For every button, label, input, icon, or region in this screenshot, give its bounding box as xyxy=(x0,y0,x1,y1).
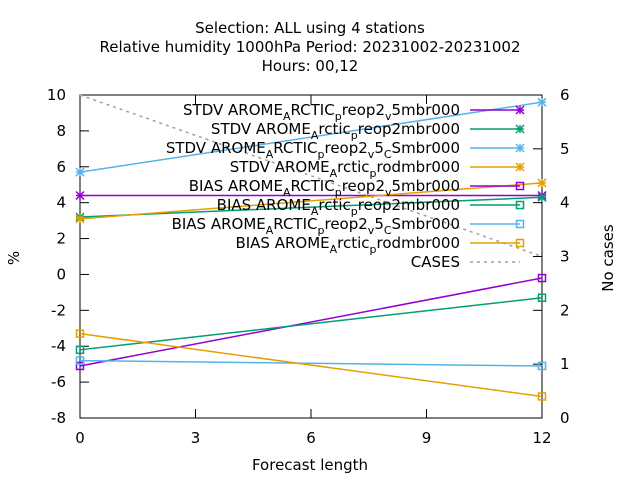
y-tick-label: -8 xyxy=(51,409,66,427)
y-tick-label: -2 xyxy=(51,301,66,319)
legend-marker xyxy=(515,219,525,229)
x-tick-label: 9 xyxy=(422,429,432,447)
legend-label: BIAS AROMEArcticprodmbr000 xyxy=(235,234,460,256)
y-axis-label: % xyxy=(5,251,23,265)
legend-label: STDV AROMEARCTICpreop2v5CSmbr000 xyxy=(166,139,460,161)
y2-tick-label: 3 xyxy=(560,248,570,266)
series-cases xyxy=(79,94,543,258)
legend-label: BIAS AROMEARCTICpreop2v5mbr000 xyxy=(189,177,460,199)
series-bias-arome-arctic-preop2-v5mbr000 xyxy=(75,273,547,371)
data-point xyxy=(537,392,547,401)
data-point xyxy=(537,273,547,283)
y-tick-label: 4 xyxy=(56,194,66,212)
legend-label: STDV AROMEARCTICpreop2v5mbr000 xyxy=(183,101,460,123)
series-stdv-arome-arctic-preop2-v5-csmbr000 xyxy=(75,97,547,177)
series-stdv-arome-arctic-prodmbr000 xyxy=(75,178,547,224)
x-tick-label: 3 xyxy=(191,429,201,447)
y-tick-label: 8 xyxy=(56,122,66,140)
x-tick-label: 6 xyxy=(306,429,316,447)
series-line xyxy=(79,94,543,258)
x-tick-label: 12 xyxy=(532,429,551,447)
data-point xyxy=(537,361,547,371)
legend-label: STDV AROMEArcticpreop2mbr000 xyxy=(211,120,460,142)
y-tick-label: 2 xyxy=(56,230,66,248)
series-stdv-arome-arctic-preop2-v5mbr000 xyxy=(75,190,547,201)
y-tick-label: 0 xyxy=(56,265,66,283)
x-tick-label: 0 xyxy=(75,429,85,447)
data-point xyxy=(75,356,85,365)
legend-marker xyxy=(515,181,525,191)
series-line xyxy=(79,297,543,351)
series-bias-arome-arctic-preop2-v5-csmbr000 xyxy=(75,356,547,371)
y2-tick-label: 5 xyxy=(560,140,570,158)
y-tick-label: 6 xyxy=(56,158,66,176)
series-line xyxy=(79,277,543,367)
series-line xyxy=(79,196,543,218)
data-point xyxy=(537,293,547,303)
series-lines xyxy=(75,94,547,401)
data-point xyxy=(75,329,85,338)
y-tick-label: -6 xyxy=(51,373,66,391)
y2-tick-label: 0 xyxy=(560,409,570,427)
data-point xyxy=(75,361,85,371)
y-tick-label: -4 xyxy=(51,337,66,355)
series-line xyxy=(79,332,543,398)
title-line: Hours: 00,12 xyxy=(262,57,359,75)
legend-label: CASES xyxy=(411,253,460,271)
legend-marker xyxy=(515,200,525,210)
y2-axis-label: No cases xyxy=(599,224,617,292)
legend-label: BIAS AROMEARCTICpreop2v5CSmbr000 xyxy=(172,215,460,237)
series-bias-arome-arctic-preop2mbr000 xyxy=(75,293,547,355)
series-bias-arome-arctic-prodmbr000 xyxy=(75,329,547,401)
legend-label: STDV AROMEArcticprodmbr000 xyxy=(230,158,460,180)
y2-tick-label: 6 xyxy=(560,86,570,104)
y2-tick-label: 2 xyxy=(560,301,570,319)
y-tick-label: 10 xyxy=(47,86,66,104)
series-line xyxy=(79,101,543,173)
data-point xyxy=(75,345,85,355)
y2-tick-label: 4 xyxy=(560,194,570,212)
x-axis-label: Forecast length xyxy=(252,456,368,474)
title-line: Relative humidity 1000hPa Period: 202310… xyxy=(100,38,521,56)
legend-label: BIAS AROMEArcticpreop2mbr000 xyxy=(217,196,460,218)
series-line xyxy=(79,182,543,220)
chart-title: Selection: ALL using 4 stationsRelative … xyxy=(100,19,521,75)
y2-tick-label: 1 xyxy=(560,355,570,373)
title-line: Selection: ALL using 4 stations xyxy=(195,19,425,37)
legend-marker xyxy=(515,238,525,248)
series-line xyxy=(79,359,543,367)
